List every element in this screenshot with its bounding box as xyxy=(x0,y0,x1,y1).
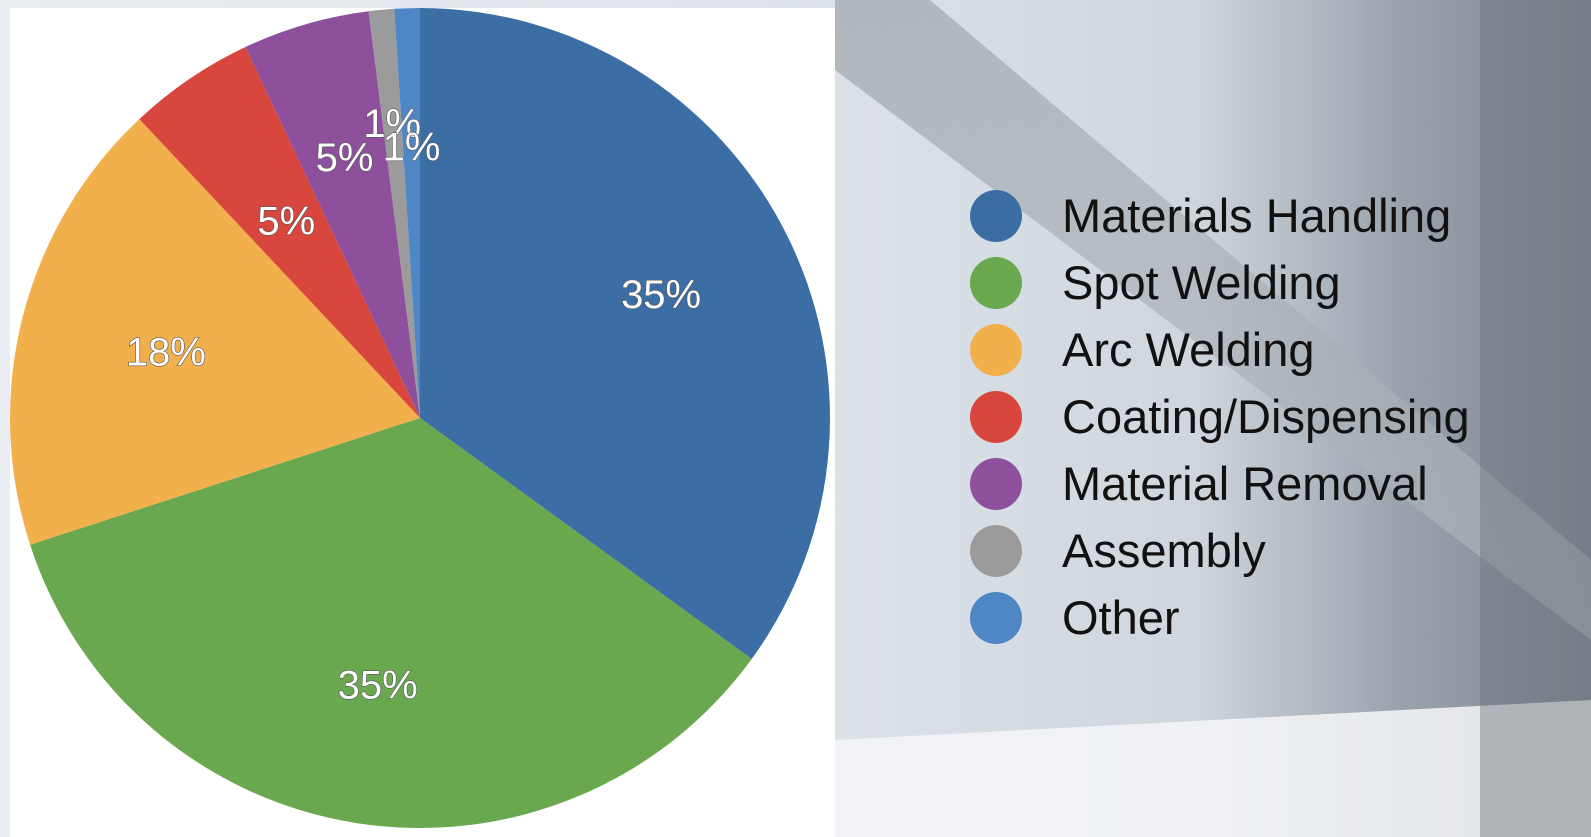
legend: Materials Handling Spot Welding Arc Weld… xyxy=(970,182,1570,651)
legend-label: Coating/Dispensing xyxy=(1062,390,1470,443)
legend-swatch xyxy=(970,189,1022,242)
pie-slice-other xyxy=(394,8,420,418)
legend-swatch xyxy=(970,457,1022,510)
legend-swatch xyxy=(970,591,1022,644)
legend-label: Materials Handling xyxy=(1062,189,1452,242)
pie-data-labels: 35%35%18%5%5%1%1% xyxy=(125,102,702,708)
pie-slice-spot-welding xyxy=(30,418,752,828)
legend-label: Assembly xyxy=(1062,524,1266,577)
legend-item-materials-handling: Materials Handling xyxy=(970,182,1570,249)
data-label-spot-welding: 35% xyxy=(338,663,418,707)
pie-slices xyxy=(10,8,830,828)
pie-slice-coating-dispensing xyxy=(139,47,420,419)
legend-label: Arc Welding xyxy=(1062,323,1315,376)
legend-item-arc-welding: Arc Welding xyxy=(970,316,1570,383)
data-label-other: 1% xyxy=(383,126,441,170)
data-label-coating-dispensing: 5% xyxy=(257,199,315,243)
data-label-materials-handling: 35% xyxy=(621,273,701,317)
legend-swatch xyxy=(970,524,1022,577)
data-label-material-removal: 5% xyxy=(316,136,374,180)
legend-item-material-removal: Material Removal xyxy=(970,450,1570,517)
legend-swatch xyxy=(970,323,1022,376)
pie-slice-arc-welding xyxy=(10,119,420,545)
legend-label: Material Removal xyxy=(1062,457,1428,510)
legend-item-spot-welding: Spot Welding xyxy=(970,249,1570,316)
data-label-arc-welding: 18% xyxy=(126,331,206,375)
pie-slice-assembly xyxy=(368,8,420,418)
legend-label: Spot Welding xyxy=(1062,256,1341,309)
data-label-assembly: 1% xyxy=(363,102,421,146)
legend-swatch xyxy=(970,390,1022,443)
legend-item-assembly: Assembly xyxy=(970,517,1570,584)
legend-item-other: Other xyxy=(970,584,1570,651)
legend-item-coating-dispensing: Coating/Dispensing xyxy=(970,383,1570,450)
pie-slice-material-removal xyxy=(245,11,420,419)
pie-slice-materials-handling xyxy=(420,8,830,659)
legend-label: Other xyxy=(1062,591,1180,644)
legend-swatch xyxy=(970,256,1022,309)
